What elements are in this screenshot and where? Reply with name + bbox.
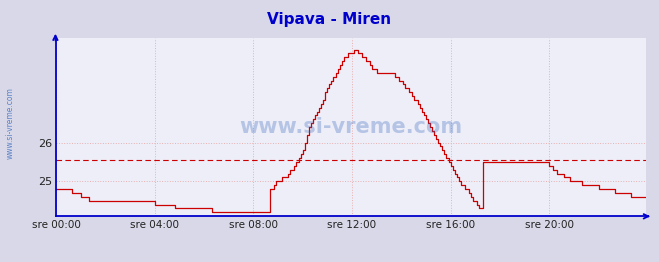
Text: www.si-vreme.com: www.si-vreme.com xyxy=(5,87,14,159)
Text: www.si-vreme.com: www.si-vreme.com xyxy=(239,117,463,137)
Text: Vipava - Miren: Vipava - Miren xyxy=(268,12,391,27)
